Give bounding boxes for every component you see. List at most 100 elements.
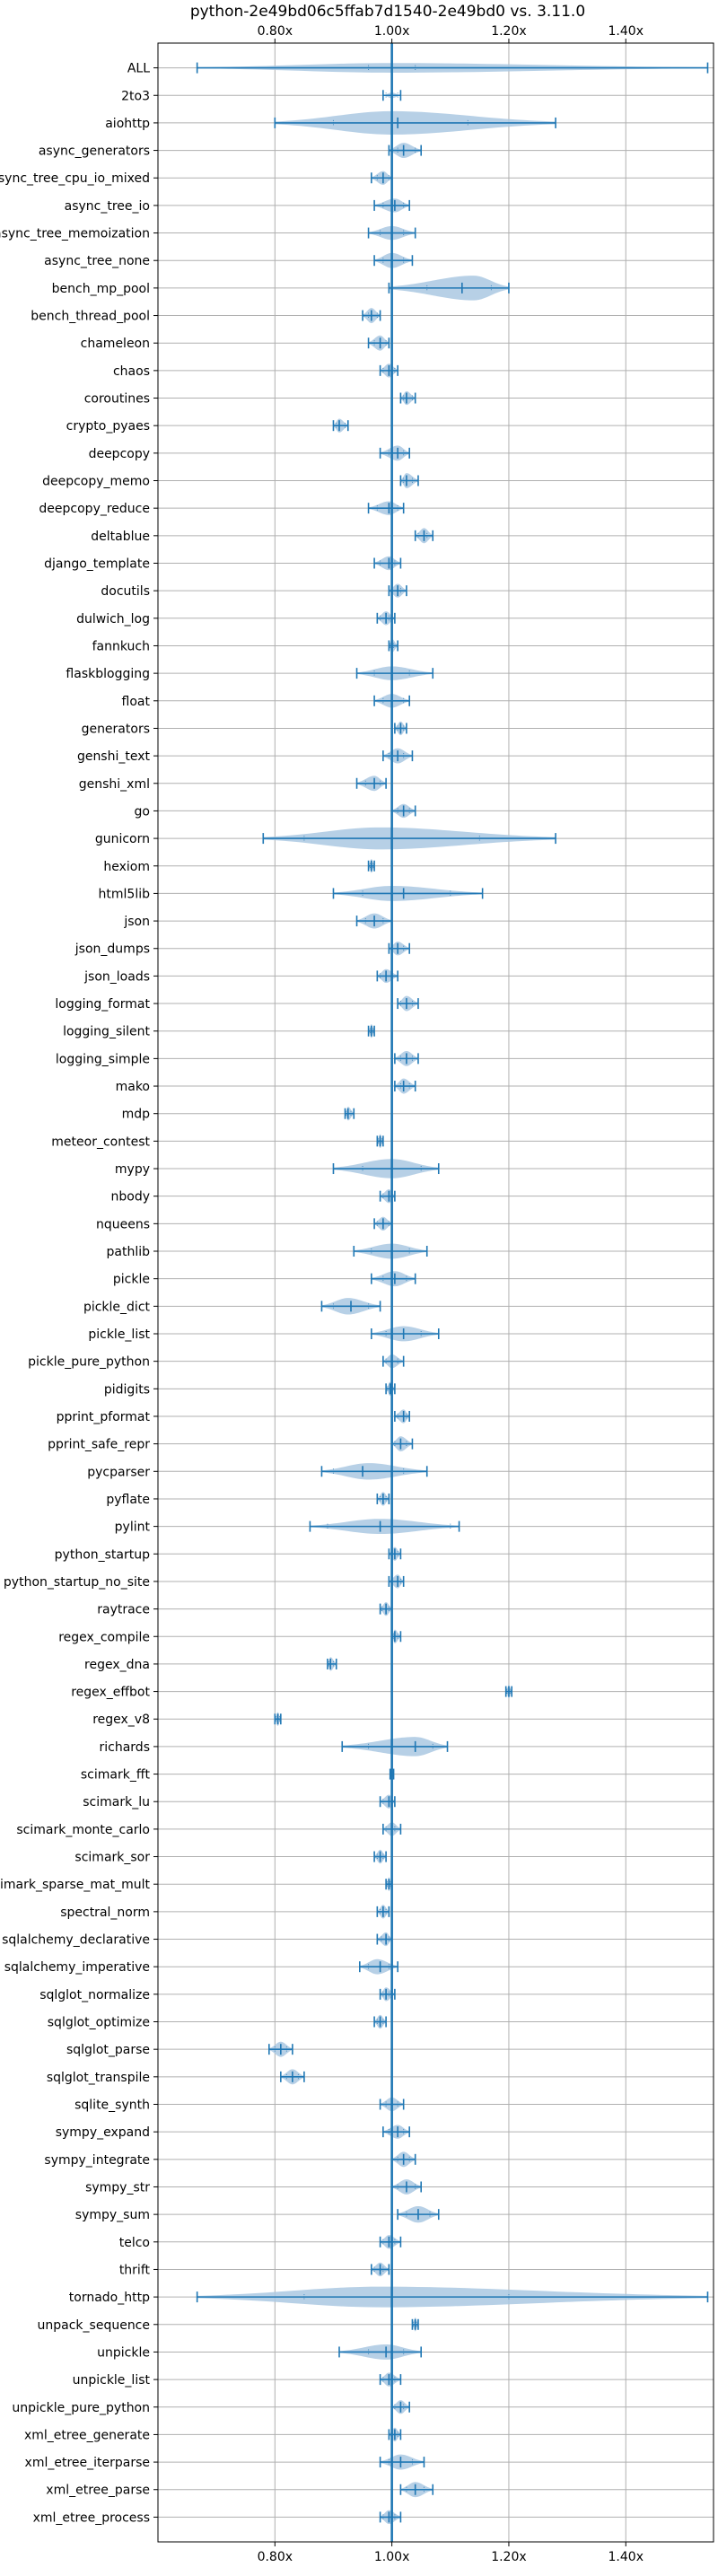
x-tick-label-top: 1.00x: [374, 24, 409, 39]
x-tick-label-bottom: 1.40x: [609, 2550, 644, 2564]
category-label: go: [135, 804, 150, 819]
category-label: telco: [119, 2236, 150, 2250]
chart-title: python-2e49bd06c5ffab7d1540-2e49bd0 vs. …: [190, 3, 585, 21]
category-label: nqueens: [96, 1217, 150, 1231]
category-label: chaos: [113, 364, 150, 379]
category-label: django_template: [44, 556, 150, 571]
category-label: sqlglot_normalize: [39, 1988, 150, 2002]
category-label: async_tree_memoization: [0, 227, 150, 241]
plot-frame: [157, 42, 714, 2543]
category-label: logging_silent: [63, 1025, 150, 1039]
category-label: mdp: [122, 1108, 151, 1122]
category-label: pylint: [115, 1520, 151, 1535]
category-label: python_startup_no_site: [4, 1575, 150, 1590]
category-label: deltablue: [91, 530, 150, 544]
category-label: sqlite_synth: [74, 2098, 150, 2112]
category-label: regex_compile: [58, 1630, 150, 1644]
category-label: python_startup: [55, 1547, 150, 1562]
category-label: coroutines: [84, 392, 150, 407]
category-label: pprint_pformat: [57, 1410, 151, 1424]
category-label: pickle_list: [88, 1327, 150, 1342]
category-label: float: [122, 695, 151, 709]
category-label: pickle_pure_python: [28, 1355, 150, 1370]
category-label: regex_dna: [84, 1658, 150, 1672]
category-label: aiohttp: [105, 117, 150, 131]
category-label: ALL: [127, 62, 150, 76]
category-label: nbody: [111, 1190, 151, 1205]
category-label: spectral_norm: [60, 1906, 150, 1920]
category-label: xml_etree_generate: [24, 2428, 150, 2442]
category-label: async_tree_io: [65, 199, 150, 214]
category-label: chameleon: [81, 337, 150, 351]
category-label: regex_effbot: [71, 1686, 150, 1700]
category-label: logging_format: [55, 997, 150, 1012]
category-label: pickle_dict: [83, 1300, 151, 1314]
axes-frame: [153, 39, 714, 2546]
violins: [196, 62, 709, 2525]
x-tick-labels: 0.80x 0.80x 1.00x 1.00x 1.20x 1.20x 1.40x 1.40x: [258, 24, 644, 2564]
category-label: raytrace: [97, 1603, 150, 1617]
category-label: richards: [100, 1740, 151, 1755]
category-label: dulwich_log: [76, 612, 150, 626]
category-label: deepcopy_reduce: [39, 502, 150, 516]
category-label: genshi_xml: [79, 777, 150, 792]
category-label: mako: [116, 1080, 150, 1094]
category-label: pycparser: [87, 1465, 150, 1479]
category-label: async_tree_none: [44, 254, 150, 268]
category-label: logging_simple: [56, 1052, 150, 1066]
category-label: sqlalchemy_declarative: [2, 1933, 150, 1948]
category-label: xml_etree_process: [33, 2510, 150, 2525]
category-label: sqlalchemy_imperative: [4, 1960, 150, 1975]
category-label: regex_v8: [92, 1713, 150, 1727]
category-label: mypy: [115, 1162, 150, 1177]
x-tick-label-top: 1.40x: [609, 24, 644, 39]
category-label: scimark_monte_carlo: [16, 1823, 150, 1837]
category-label: pyflate: [106, 1493, 150, 1507]
category-label: pidigits: [104, 1382, 150, 1397]
category-label: unpickle_list: [73, 2373, 151, 2388]
category-label: pickle: [113, 1273, 150, 1287]
category-label: meteor_contest: [51, 1135, 150, 1149]
category-label: xml_etree_parse: [46, 2484, 150, 2498]
category-label: scimark_lu: [83, 1795, 150, 1809]
category-label: flaskblogging: [66, 667, 150, 681]
x-tick-label-bottom: 1.20x: [491, 2550, 526, 2564]
category-label: bench_thread_pool: [31, 310, 150, 324]
category-label: gunicorn: [95, 832, 150, 846]
category-label: genshi_text: [77, 749, 151, 764]
category-label: html5lib: [99, 887, 151, 901]
category-label: scimark_sparse_mat_mult: [0, 1878, 151, 1892]
category-label: hexiom: [103, 860, 150, 874]
category-label: deepcopy: [89, 447, 150, 461]
x-tick-label-top: 1.20x: [491, 24, 526, 39]
x-tick-label-bottom: 0.80x: [258, 2550, 293, 2564]
category-label: sqlglot_transpile: [47, 2071, 150, 2085]
category-label: pprint_safe_repr: [48, 1438, 150, 1452]
category-label: unpickle_pure_python: [12, 2401, 150, 2415]
category-label: sqlglot_parse: [66, 2043, 150, 2057]
category-label: deepcopy_memo: [42, 475, 150, 489]
category-label: sympy_expand: [56, 2125, 150, 2140]
grid-lines: [158, 43, 714, 2542]
category-label: crypto_pyaes: [66, 419, 150, 434]
category-label: 2to3: [121, 89, 150, 103]
category-label: scimark_fft: [81, 1768, 151, 1783]
category-label: json_loads: [83, 969, 150, 984]
category-label: async_generators: [39, 145, 150, 159]
category-label: sympy_sum: [75, 2208, 150, 2222]
category-label: sqlglot_optimize: [48, 2016, 150, 2030]
category-label: json_dumps: [74, 942, 150, 957]
x-tick-label-bottom: 1.00x: [374, 2550, 409, 2564]
category-label: pathlib: [107, 1245, 151, 1259]
x-tick-label-top: 0.80x: [258, 24, 293, 39]
category-label: async_tree_cpu_io_mixed: [0, 171, 150, 186]
category-label: sympy_str: [85, 2180, 150, 2195]
category-label: thrift: [119, 2263, 151, 2277]
category-label: bench_mp_pool: [52, 282, 150, 296]
category-label: scimark_sor: [74, 1851, 150, 1865]
category-label: fannkuch: [92, 639, 150, 653]
category-label: tornado_http: [69, 2291, 150, 2305]
category-label: xml_etree_iterparse: [25, 2456, 150, 2470]
